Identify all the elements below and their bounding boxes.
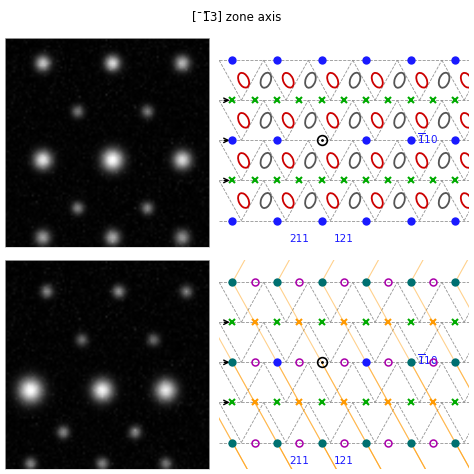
Text: [¯1̅3] zone axis: [¯1̅3] zone axis [192, 10, 282, 23]
Text: 121: 121 [334, 234, 354, 244]
Text: 211: 211 [289, 234, 309, 244]
Text: $\overline{1}$10: $\overline{1}$10 [418, 353, 438, 367]
Text: $\overline{1}$10: $\overline{1}$10 [418, 131, 438, 146]
Text: 121: 121 [334, 456, 354, 466]
Text: 211: 211 [289, 456, 309, 466]
